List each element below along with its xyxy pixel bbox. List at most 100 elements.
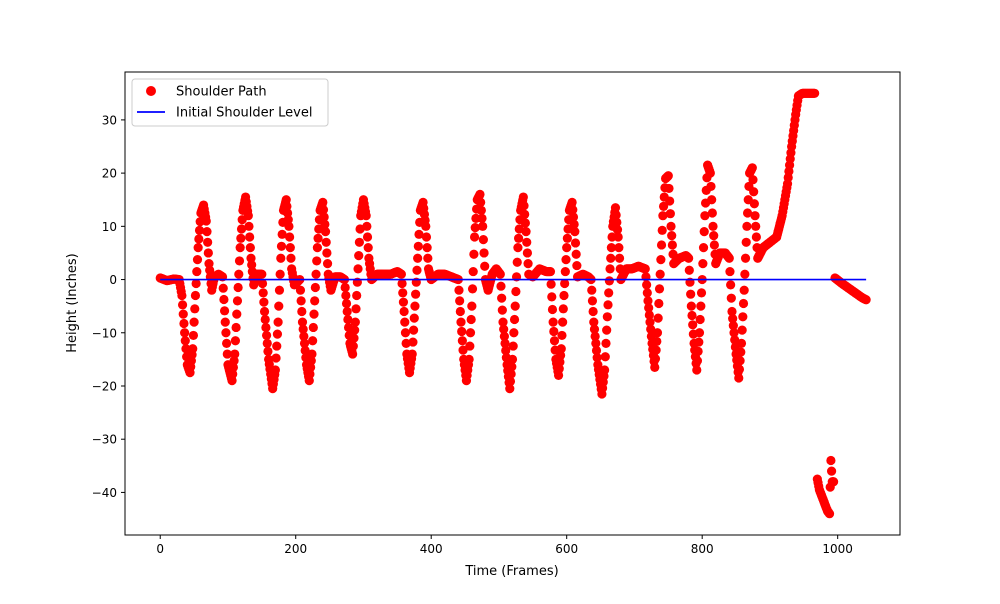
data-point xyxy=(272,341,282,351)
data-point xyxy=(509,328,519,338)
data-point xyxy=(321,237,331,247)
data-point xyxy=(667,240,677,250)
data-point xyxy=(340,282,350,293)
data-point xyxy=(520,218,530,228)
data-point xyxy=(655,269,665,279)
data-point xyxy=(741,237,751,247)
data-point xyxy=(341,290,351,301)
data-point xyxy=(600,365,610,375)
series-shoulder-path xyxy=(155,88,871,519)
data-point xyxy=(470,223,480,233)
data-point xyxy=(568,212,579,222)
data-point xyxy=(409,313,419,323)
data-point xyxy=(667,231,677,241)
data-point xyxy=(258,288,268,298)
data-point xyxy=(511,286,521,297)
data-point xyxy=(646,324,656,334)
data-point xyxy=(414,229,424,239)
data-point xyxy=(230,336,241,346)
data-point xyxy=(520,209,530,219)
data-point xyxy=(348,341,358,351)
data-point xyxy=(737,325,747,335)
data-point xyxy=(235,243,245,253)
data-point xyxy=(559,290,569,301)
data-point xyxy=(234,256,245,266)
legend: Shoulder Path Initial Shoulder Level xyxy=(131,78,329,127)
data-point xyxy=(663,171,673,181)
data-point xyxy=(497,305,507,315)
data-point xyxy=(560,266,570,277)
data-point xyxy=(684,265,694,275)
data-point xyxy=(614,253,625,263)
data-point xyxy=(736,338,747,349)
data-point xyxy=(738,298,749,309)
x-tick-label: 200 xyxy=(284,542,307,556)
data-point xyxy=(259,306,270,317)
data-point xyxy=(497,293,507,303)
data-point xyxy=(505,376,516,386)
data-point xyxy=(643,296,653,306)
data-point xyxy=(740,253,751,263)
data-point xyxy=(413,241,423,251)
data-point xyxy=(561,254,571,265)
data-point xyxy=(706,181,716,192)
data-point xyxy=(306,362,316,372)
data-point xyxy=(725,266,735,277)
data-point xyxy=(656,240,667,250)
data-point xyxy=(514,233,524,243)
data-point xyxy=(523,258,533,269)
data-point xyxy=(589,317,599,327)
data-point xyxy=(232,309,242,319)
data-point xyxy=(180,328,190,338)
data-point xyxy=(591,345,602,356)
data-point xyxy=(698,243,709,253)
data-point xyxy=(467,284,478,294)
data-point xyxy=(408,325,419,335)
data-point xyxy=(705,168,715,178)
data-point xyxy=(236,224,247,234)
y-tick-label: 0 xyxy=(109,273,117,287)
data-point xyxy=(192,266,202,277)
data-point xyxy=(469,232,480,242)
data-point xyxy=(457,326,467,337)
data-point xyxy=(284,221,294,231)
data-point xyxy=(508,341,518,351)
data-point xyxy=(749,187,759,197)
data-point xyxy=(245,243,255,253)
data-point xyxy=(396,269,406,279)
data-point xyxy=(589,324,600,334)
data-point xyxy=(276,241,287,251)
data-point xyxy=(313,233,323,243)
data-point xyxy=(276,253,286,263)
data-point xyxy=(398,297,409,307)
data-point xyxy=(222,349,232,359)
data-point xyxy=(554,364,564,374)
data-point xyxy=(277,229,287,239)
data-point xyxy=(562,233,572,243)
data-point xyxy=(605,264,615,274)
data-point xyxy=(408,337,418,347)
data-point xyxy=(422,243,432,253)
data-point xyxy=(204,258,214,269)
data-point xyxy=(708,221,718,231)
data-point xyxy=(694,337,704,347)
data-point xyxy=(469,249,479,259)
data-point xyxy=(219,306,230,316)
data-point xyxy=(352,290,362,301)
data-point xyxy=(297,306,307,317)
data-point xyxy=(658,201,669,211)
data-point xyxy=(363,243,373,253)
legend-marker-shoulder-path xyxy=(146,86,156,96)
data-point xyxy=(304,376,314,386)
data-point xyxy=(651,345,661,355)
data-point xyxy=(519,201,529,211)
data-point xyxy=(283,215,293,225)
data-point xyxy=(692,356,703,366)
data-point xyxy=(500,338,510,349)
data-point xyxy=(642,288,652,298)
data-point xyxy=(454,285,464,295)
data-point xyxy=(312,256,322,266)
x-tick-label: 600 xyxy=(555,542,578,556)
data-point xyxy=(547,304,558,315)
data-point xyxy=(736,347,746,357)
